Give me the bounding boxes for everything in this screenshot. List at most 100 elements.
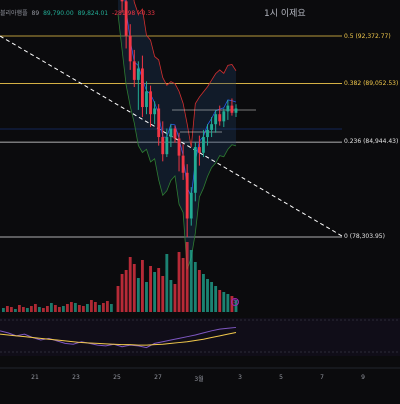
volume-bar-history [38, 307, 41, 312]
volume-bar [193, 262, 197, 312]
volume-bar-history [58, 307, 61, 312]
volume-bar [222, 292, 226, 312]
volume-bar [145, 282, 148, 312]
fib-label-0-5: 0.5 (92,372.77) [344, 33, 391, 40]
candle-body [140, 68, 144, 108]
volume-bar [157, 268, 161, 312]
header-high: 89,824.01 [77, 10, 109, 17]
candle-body [145, 91, 148, 108]
candle-body [189, 192, 193, 219]
header-ohlc: 블리아햄플 89 89,790.00 89,824.01 -281.98 (-0… [0, 6, 155, 22]
header-prefix: 89 [31, 10, 40, 17]
volume-bar [210, 282, 214, 312]
candle-body [169, 128, 173, 138]
x-tick-march: 3월 [194, 376, 204, 383]
volume-bar-history [78, 305, 81, 312]
volume-bar-history [82, 306, 85, 312]
volume-bar [173, 284, 177, 312]
x-tick-23: 23 [72, 374, 80, 381]
oscillator-line [0, 326, 237, 349]
bollinger-basis [124, 0, 237, 198]
x-tick-21: 21 [31, 374, 39, 381]
volume-bar-history [106, 301, 109, 312]
fib-label-0-236: 0.236 (84,944.43) [344, 138, 399, 145]
volume-bar-history [98, 305, 101, 312]
candle-body [149, 91, 152, 115]
candle-body [206, 129, 209, 138]
x-tick-25: 25 [113, 374, 121, 381]
volume-bar-history [18, 305, 21, 312]
candle-body [234, 108, 238, 113]
fib-label-0-382: 0.382 (89,052.53) [344, 80, 399, 87]
volume-bar [128, 257, 132, 312]
volume-bar [202, 274, 205, 312]
header-open: 89,790.00 [43, 10, 74, 17]
volume-bar-history [110, 304, 113, 312]
volume-bar [218, 290, 222, 312]
oscillator-signal-line [0, 331, 237, 346]
volume-bar [140, 260, 144, 312]
header-change: -281.98 (-0.33 [112, 10, 155, 17]
volume-bar [169, 280, 173, 312]
bollinger-fill [118, 0, 236, 270]
candle-body [218, 114, 222, 122]
x-tick-7: 7 [320, 374, 324, 381]
candle-body [136, 68, 140, 80]
candle-body [202, 137, 205, 153]
volume-bar [206, 279, 209, 312]
fib-label-0: 0 (78,303.95) [344, 233, 385, 240]
candle-body [128, 35, 132, 62]
candle-body [177, 138, 181, 156]
volume-bar [214, 286, 218, 312]
volume-bar [153, 272, 157, 312]
candle-body [210, 124, 214, 130]
volume-bar [120, 274, 124, 312]
x-tick-5: 5 [279, 374, 283, 381]
volume-bar-history [70, 302, 73, 312]
volume-bar-history [2, 308, 5, 312]
volume-bar [165, 254, 169, 312]
candle-body [197, 147, 201, 153]
candle-body [120, 0, 124, 2]
volume-bar [189, 250, 193, 312]
event-marker-icon[interactable]: S [231, 298, 239, 306]
volume-bar-history [90, 300, 93, 312]
volume-bar-history [102, 303, 105, 312]
bollinger-upper [133, 0, 237, 148]
oscillator-panel [0, 318, 400, 356]
x-tick-3: 3 [238, 374, 242, 381]
volume-bar-history [62, 306, 65, 312]
volume-bar-history [30, 306, 33, 312]
volume-bar-history [42, 308, 45, 312]
x-tick-9: 9 [361, 374, 365, 381]
volume-bar-history [50, 303, 53, 312]
candle-body [157, 108, 161, 138]
volume-bar-history [26, 308, 29, 312]
volume-bar-history [74, 303, 77, 312]
candle-body [222, 111, 226, 122]
candle-body [161, 137, 165, 155]
volume-bar [116, 286, 120, 312]
candle-body [185, 172, 189, 219]
volume-bar [234, 300, 238, 312]
volume-bar-history [34, 304, 37, 312]
volume-bar-history [94, 302, 97, 312]
candle-body [153, 108, 157, 115]
volume-bar [161, 276, 165, 312]
volume-bar [132, 264, 136, 312]
x-tick-27: 27 [154, 374, 162, 381]
candle-body [214, 114, 218, 125]
volume-bar [177, 252, 181, 312]
header-symbol: 블리아햄플 [0, 10, 28, 17]
candle-body [181, 155, 185, 173]
candle-body [173, 128, 177, 139]
candle-body [132, 61, 136, 80]
volume-bar [185, 242, 189, 312]
volume-bar-history [6, 306, 9, 312]
chart-subtitle: 1시 이제요 [264, 9, 306, 19]
volume-bar-history [10, 307, 13, 312]
bollinger-lower [117, 14, 237, 270]
candle-body [124, 1, 128, 36]
